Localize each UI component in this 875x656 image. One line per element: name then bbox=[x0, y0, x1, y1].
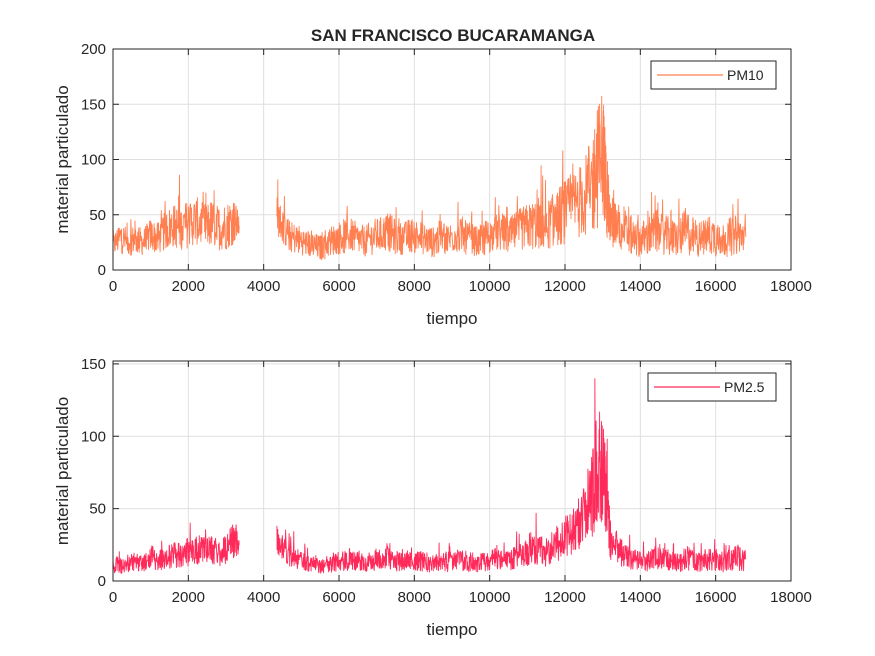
x-tick-label: 2000 bbox=[172, 589, 205, 606]
y-tick-label: 50 bbox=[89, 501, 106, 518]
x-tick-label: 6000 bbox=[322, 589, 355, 606]
x-tick-label: 18000 bbox=[770, 278, 812, 295]
y-tick-label: 0 bbox=[98, 262, 106, 279]
x-tick-label: 18000 bbox=[770, 589, 812, 606]
pm25-series bbox=[112, 378, 747, 574]
x-axis-label: tiempo bbox=[426, 309, 477, 328]
y-axis-label: material particulado bbox=[53, 85, 72, 233]
x-tick-label: 2000 bbox=[172, 278, 205, 295]
y-tick-label: 150 bbox=[81, 96, 106, 113]
pm10-series bbox=[112, 95, 747, 261]
pm10-legend: PM10 bbox=[650, 60, 777, 90]
x-tick-label: 12000 bbox=[544, 278, 586, 295]
x-tick-label: 4000 bbox=[247, 278, 280, 295]
pm25-axes-box bbox=[112, 360, 792, 582]
pm10-chart: SAN FRANCISCO BUCARAMANGA 0 2000 4000 6000 8… bbox=[53, 26, 812, 328]
x-tick-label: 14000 bbox=[619, 278, 661, 295]
y-tick-label: 150 bbox=[81, 356, 106, 373]
pm10-ticks: 0 2000 4000 6000 8000 10000 12000 14000 16000 180… bbox=[81, 41, 812, 295]
series-line-pm10-segment-1 bbox=[276, 95, 747, 261]
series-line-pm25-segment-0 bbox=[112, 522, 240, 574]
y-axis-label: material particulado bbox=[53, 397, 72, 545]
legend-label-pm25: PM2.5 bbox=[724, 379, 765, 395]
x-tick-label: 8000 bbox=[398, 589, 431, 606]
chart-title: SAN FRANCISCO BUCARAMANGA bbox=[311, 26, 595, 45]
y-tick-label: 0 bbox=[98, 573, 106, 590]
series-line-pm25-segment-1 bbox=[276, 378, 747, 574]
x-tick-label: 10000 bbox=[469, 278, 511, 295]
x-tick-label: 10000 bbox=[469, 589, 511, 606]
legend-label-pm10: PM10 bbox=[727, 67, 764, 83]
y-tick-label: 100 bbox=[81, 152, 106, 169]
y-tick-label: 50 bbox=[89, 207, 106, 224]
pm25-legend: PM2.5 bbox=[647, 372, 777, 402]
x-tick-label: 16000 bbox=[695, 589, 737, 606]
y-tick-label: 100 bbox=[81, 428, 106, 445]
x-tick-label: 4000 bbox=[247, 589, 280, 606]
x-tick-label: 0 bbox=[109, 278, 117, 295]
x-tick-label: 16000 bbox=[695, 278, 737, 295]
x-tick-label: 14000 bbox=[619, 589, 661, 606]
pm25-chart: 0 2000 4000 6000 8000 10000 12000 14000 16000 180… bbox=[53, 356, 812, 639]
x-tick-label: 12000 bbox=[544, 589, 586, 606]
x-axis-label: tiempo bbox=[426, 620, 477, 639]
pm25-ticks: 0 2000 4000 6000 8000 10000 12000 14000 16000 180… bbox=[81, 356, 812, 606]
series-line-pm10-segment-0 bbox=[112, 174, 240, 256]
x-tick-label: 8000 bbox=[398, 278, 431, 295]
x-tick-label: 0 bbox=[109, 589, 117, 606]
y-tick-label: 200 bbox=[81, 41, 106, 58]
x-tick-label: 6000 bbox=[322, 278, 355, 295]
